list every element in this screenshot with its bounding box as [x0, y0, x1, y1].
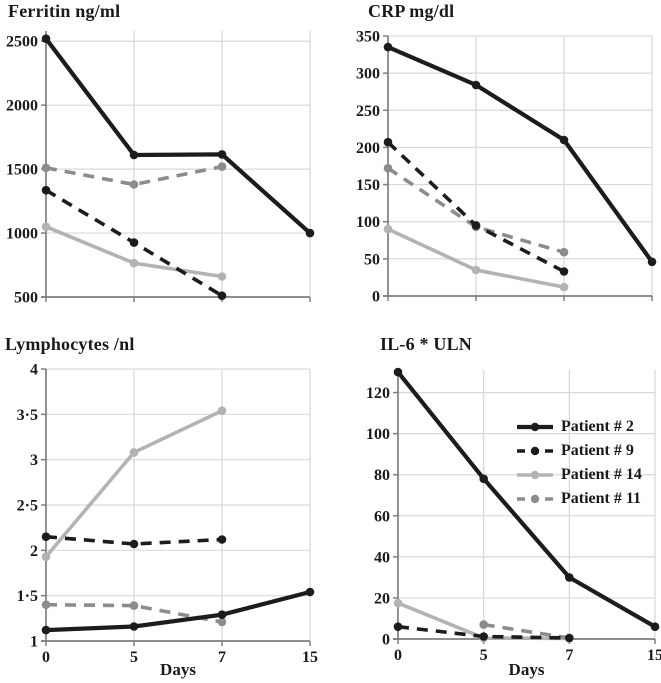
svg-text:4: 4 [30, 362, 38, 379]
svg-text:0: 0 [382, 632, 390, 649]
lymphocytes-xaxis-label: Days [160, 660, 196, 679]
legend-label-p14: Patient # 14 [561, 466, 642, 483]
ferritin-plot: 500 1000 1500 2000 2500 [6, 31, 315, 307]
svg-text:5: 5 [130, 649, 138, 666]
svg-text:350: 350 [356, 29, 380, 46]
il6-xaxis-label: Days [508, 660, 545, 679]
legend-line-sample-p14 [517, 470, 553, 480]
lymphocytes-chart-title: Lymphocytes /nl [5, 334, 135, 354]
svg-text:100: 100 [366, 426, 390, 443]
legend-item-p14: Patient # 14 [516, 463, 642, 487]
legend-line-sample-p2 [517, 422, 553, 432]
svg-text:20: 20 [374, 590, 390, 607]
svg-text:120: 120 [366, 385, 390, 402]
ferritin-chart-title: Ferritin ng/ml [8, 1, 121, 21]
svg-text:500: 500 [14, 290, 38, 307]
svg-text:60: 60 [374, 508, 390, 525]
svg-text:7: 7 [565, 647, 573, 664]
svg-text:80: 80 [374, 467, 390, 484]
svg-text:1: 1 [30, 634, 38, 651]
svg-text:2: 2 [30, 543, 38, 560]
svg-text:3·5: 3·5 [17, 407, 38, 424]
svg-text:2000: 2000 [6, 98, 38, 115]
legend-item-p9: Patient # 9 [516, 439, 642, 463]
svg-text:150: 150 [356, 177, 380, 194]
il6-chart-panel: IL-6 * ULN 0 20 40 60 80 100 120 0 5 7 15 [330, 330, 661, 683]
legend: Patient # 2 Patient # 9 Patient # 14 Patien… [516, 415, 642, 511]
svg-text:300: 300 [356, 66, 380, 83]
svg-text:1000: 1000 [6, 226, 38, 243]
il6-chart-title: IL-6 * ULN [380, 334, 473, 354]
svg-text:100: 100 [356, 214, 380, 231]
svg-text:250: 250 [356, 103, 380, 120]
crp-chart-panel: CRP mg/dl 0 50 100 150 200 250 300 350 [330, 0, 661, 330]
legend-label-p11: Patient # 11 [561, 490, 641, 507]
svg-text:50: 50 [364, 251, 380, 268]
svg-text:5: 5 [480, 647, 488, 664]
legend-item-p11: Patient # 11 [516, 487, 642, 511]
il6-plot: 0 20 40 60 80 100 120 0 5 7 15 [366, 367, 661, 664]
svg-text:40: 40 [374, 549, 390, 566]
svg-text:0: 0 [394, 647, 402, 664]
lymphocytes-plot: 1 1·5 2 2·5 3 3·5 4 0 5 7 15 [17, 362, 318, 667]
svg-text:200: 200 [356, 140, 380, 157]
svg-text:7: 7 [218, 649, 226, 666]
legend-label-p2: Patient # 2 [561, 418, 634, 435]
legend-line-sample-p9 [517, 446, 553, 456]
crp-plot: 0 50 100 150 200 250 300 350 [356, 29, 657, 306]
lymphocytes-chart-panel: Lymphocytes /nl 1 1·5 2 2·5 3 3·5 4 0 5 7 15 [0, 330, 330, 683]
svg-text:1500: 1500 [6, 162, 38, 179]
svg-text:3: 3 [30, 452, 38, 469]
svg-text:0: 0 [42, 649, 50, 666]
svg-text:1·5: 1·5 [17, 588, 38, 605]
svg-text:15: 15 [302, 649, 318, 666]
svg-text:2·5: 2·5 [17, 498, 38, 515]
svg-text:15: 15 [647, 647, 661, 664]
legend-label-p9: Patient # 9 [561, 442, 634, 459]
svg-text:0: 0 [372, 289, 380, 306]
ferritin-chart-panel: Ferritin ng/ml 500 1000 1500 2000 2500 [0, 0, 330, 330]
crp-chart-title: CRP mg/dl [368, 1, 455, 21]
legend-item-p2: Patient # 2 [516, 415, 642, 439]
svg-text:2500: 2500 [6, 34, 38, 51]
legend-line-sample-p11 [517, 494, 553, 504]
